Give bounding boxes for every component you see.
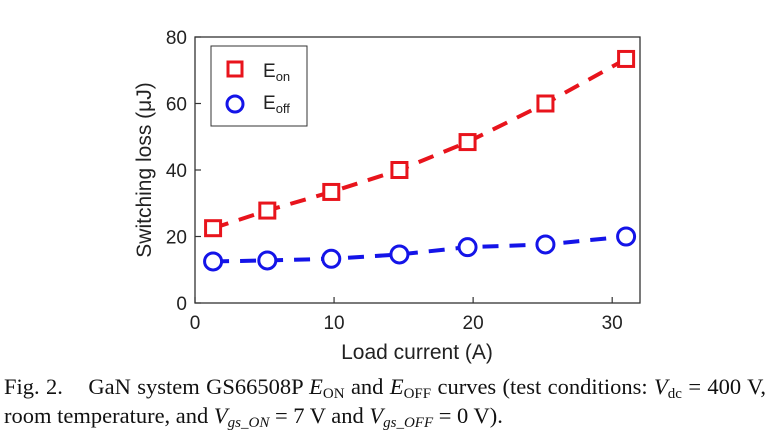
caption-text-1: GaN system GS66508P — [88, 374, 303, 399]
legend-square-marker — [226, 60, 244, 78]
series-layer — [203, 49, 637, 272]
legend-eon-label: Eon — [263, 61, 290, 84]
data-point-eoff — [321, 248, 342, 269]
data-point-eon — [390, 161, 409, 179]
data-point-eon — [258, 201, 277, 220]
data-point-eoff — [457, 237, 478, 258]
x-tick-label: 10 — [323, 313, 344, 334]
caption-and: and — [350, 374, 384, 399]
figure-caption: Fig. 2. GaN system GS66508P EON and EOFF… — [4, 372, 767, 431]
caption-vdc-symbol: V — [654, 374, 668, 399]
y-tick-label: 20 — [166, 228, 187, 249]
caption-eoff-symbol: E — [389, 374, 404, 399]
legend: Eon Eoff — [210, 45, 308, 127]
caption-vgson-symbol: V — [213, 403, 228, 428]
data-point-eoff — [616, 226, 637, 247]
x-tick-label: 0 — [190, 313, 201, 334]
data-point-eoff — [203, 251, 224, 272]
data-point-eon — [458, 133, 477, 152]
x-tick-label: 20 — [463, 313, 484, 334]
caption-text-3: = 400 V, room temperature, and — [4, 374, 767, 428]
x-tick-label: 30 — [602, 313, 623, 334]
caption-eoff-sub: OFF — [403, 386, 432, 402]
caption-eon-symbol: E — [309, 374, 323, 399]
y-axis-title: Switching loss (μJ) — [133, 82, 156, 257]
legend-eoff-label: Eoff — [263, 93, 290, 116]
caption-vgsoff-symbol: V — [369, 403, 384, 428]
chart: 0 10 20 30 0 20 40 60 80 Eon Eoff Load current (… — [133, 28, 641, 364]
data-point-eoff — [257, 250, 278, 271]
y-tick-label: 0 — [176, 294, 187, 315]
data-point-eon — [204, 219, 223, 238]
legend-circle-marker — [225, 94, 245, 114]
y-tick-label: 60 — [166, 95, 187, 116]
caption-text-2: curves (test conditions: — [437, 374, 648, 399]
data-point-eoff — [389, 244, 410, 265]
data-point-eoff — [535, 234, 556, 255]
caption-vgson-sub: gs_ON — [227, 415, 270, 431]
caption-eon-sub: ON — [322, 386, 345, 402]
caption-fig-label: Fig. 2. — [4, 374, 63, 399]
axis-layer: 0 10 20 30 0 20 40 60 80 — [166, 28, 623, 334]
y-tick-label: 40 — [166, 161, 187, 182]
caption-text-5: = 0 V). — [438, 403, 503, 428]
y-tick-label: 80 — [166, 28, 187, 49]
caption-vgsoff-sub: gs_OFF — [383, 415, 434, 431]
caption-text-4: = 7 V and — [274, 403, 364, 428]
data-point-eon — [536, 94, 555, 113]
data-point-eon — [617, 49, 636, 68]
caption-vdc-sub: dc — [667, 386, 682, 402]
x-axis-title: Load current (A) — [341, 341, 493, 364]
data-point-eon — [322, 182, 341, 201]
legend-box — [210, 45, 308, 127]
